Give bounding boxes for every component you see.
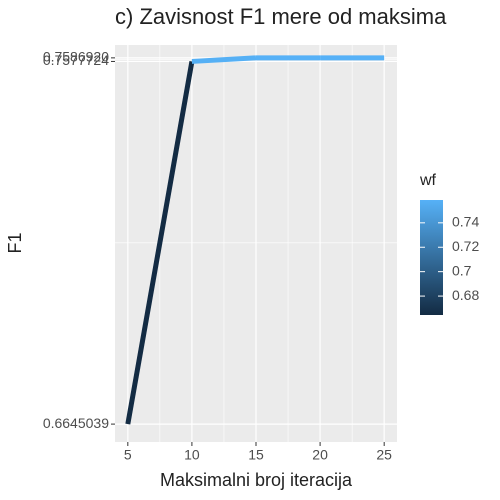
x-tick-label: 5: [124, 447, 132, 463]
legend-title: wf: [419, 172, 437, 189]
x-tick-label: 15: [248, 447, 264, 463]
x-tick-label: 10: [184, 447, 200, 463]
x-axis-label: Maksimalni broj iteracija: [160, 470, 353, 490]
y-tick-label: 0.6645039: [43, 415, 109, 431]
legend-tick-label: 0.74: [452, 214, 479, 230]
x-tick-label: 25: [376, 447, 392, 463]
y-tick-label: 0.7586920: [43, 49, 109, 65]
y-tick-label: 0.7577724: [43, 52, 109, 68]
legend-tick-label: 0.72: [452, 238, 479, 254]
colorbar: [420, 200, 443, 315]
y-axis-label: F1: [5, 232, 25, 253]
legend-tick-label: 0.68: [452, 287, 479, 303]
chart-title: c) Zavisnost F1 mere od maksima: [115, 4, 447, 29]
line-segment: [191, 55, 257, 64]
x-tick-label: 20: [312, 447, 328, 463]
legend-tick-label: 0.7: [452, 262, 472, 278]
line-segment: [125, 61, 195, 425]
